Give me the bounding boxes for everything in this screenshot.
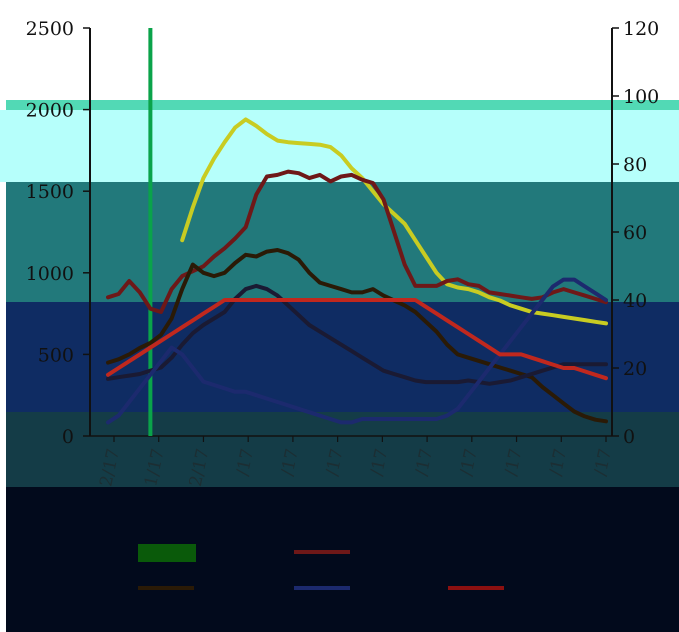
band-teal-mid [6, 182, 679, 302]
series-line-1 [180, 117, 608, 326]
series-line-6 [106, 298, 608, 381]
left-tick-label: 2500 [26, 18, 74, 40]
left-tick-label: 1500 [26, 181, 74, 203]
right-tick-label: 20 [623, 358, 647, 380]
left-tick-label: 2000 [26, 100, 74, 122]
right-tick-label: 100 [623, 86, 659, 108]
right-tick-label: 80 [623, 154, 647, 176]
left-tick-label: 500 [38, 344, 74, 366]
right-tick-label: 60 [623, 222, 647, 244]
series-layer [106, 117, 608, 425]
band-dark-teal [6, 412, 679, 487]
band-teal-top [6, 100, 679, 110]
band-light-cyan [0, 110, 679, 182]
right-tick-label: 120 [623, 18, 659, 40]
left-tick-label: 0 [62, 426, 74, 448]
series-line-3 [106, 248, 608, 424]
series-line-4 [106, 283, 608, 386]
left-axis-ticks: 0 500 1000 1500 2000 2500 [26, 18, 90, 448]
band-deep-navy [6, 487, 679, 632]
legend [138, 544, 504, 590]
legend-swatch-green [138, 544, 196, 562]
right-axis-ticks: 0 20 40 60 80 100 120 [612, 18, 659, 448]
band-navy [6, 302, 679, 412]
right-tick-label: 0 [623, 426, 635, 448]
right-tick-label: 40 [623, 290, 647, 312]
left-tick-label: 1000 [26, 263, 74, 285]
series-line-5 [106, 277, 608, 425]
